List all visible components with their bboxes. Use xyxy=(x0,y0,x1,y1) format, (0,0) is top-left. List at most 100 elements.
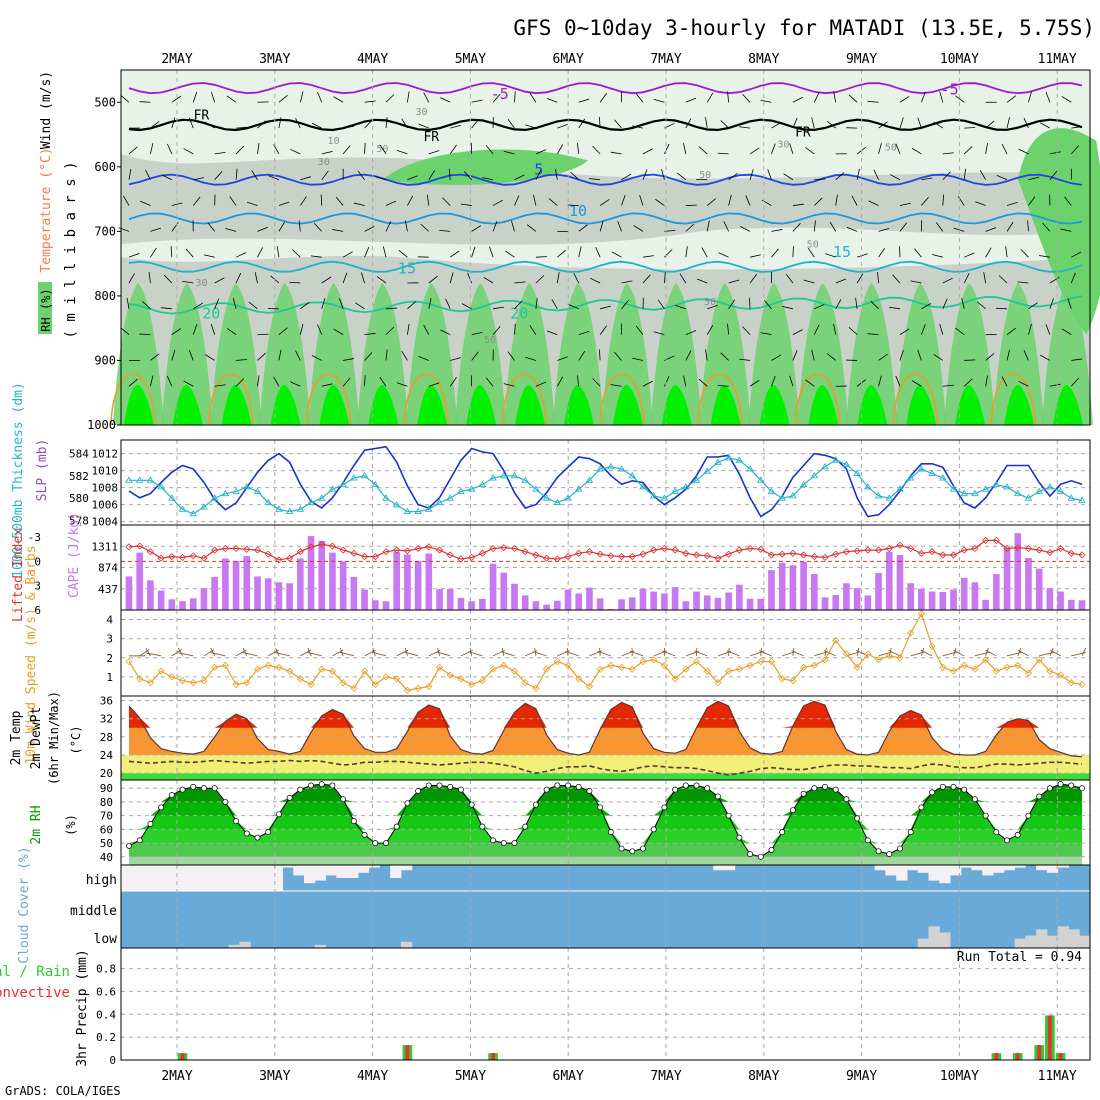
li-point xyxy=(146,548,154,556)
upper-wind-barb xyxy=(1001,376,1008,387)
upper-wind-barb xyxy=(749,273,757,284)
li-point xyxy=(189,552,197,560)
wind-speed-point xyxy=(1003,663,1011,671)
upper-wind-barb xyxy=(617,220,622,232)
high-cloud-cell xyxy=(993,865,1005,873)
upper-wind-barb xyxy=(463,171,472,180)
rh-saturated-patch xyxy=(417,385,448,425)
upper-wind-barb xyxy=(192,91,198,103)
upper-wind-barb xyxy=(467,272,473,284)
cape-bar xyxy=(157,590,165,610)
upper-wind-barb xyxy=(1006,349,1010,361)
upper-wind-barb xyxy=(1040,122,1051,129)
warm-contour xyxy=(110,373,156,426)
upper-wind-barb xyxy=(749,169,754,180)
upper-wind-barb xyxy=(449,144,457,155)
upper-wind-barb xyxy=(1027,220,1029,232)
high-cloud-cell xyxy=(874,865,886,871)
high-cloud-cell xyxy=(271,865,283,891)
wind-speed-point xyxy=(457,675,465,683)
upper-wind-barb xyxy=(764,300,772,310)
upper-wind-barb xyxy=(635,325,644,335)
rh2m-point xyxy=(329,782,336,789)
isotherm-label: FR xyxy=(795,125,811,140)
li-point xyxy=(468,553,476,561)
wind-speed-point xyxy=(949,667,958,675)
upper-wind-barb xyxy=(557,356,568,361)
rh-contour-label: 30 xyxy=(777,139,789,150)
upper-wind-barb xyxy=(188,350,194,361)
thickness-point xyxy=(906,474,915,481)
upper-wind-barb xyxy=(1049,151,1061,155)
upper-wind-barb xyxy=(1049,276,1060,284)
low-cloud-cell xyxy=(1057,926,1069,948)
upper-wind-barb xyxy=(128,146,138,155)
upper-wind-barb xyxy=(505,250,515,258)
high-cloud-cell xyxy=(917,865,929,873)
upper-wind-barb xyxy=(514,91,516,103)
cape-bar xyxy=(853,588,861,610)
upper-wind-barb xyxy=(526,224,537,232)
wind-speed-point xyxy=(350,684,358,692)
cape-tick-label: 437 xyxy=(98,583,118,596)
slp-tick-label: 1012 xyxy=(92,448,119,461)
upper-wind-barb xyxy=(163,274,173,284)
upper-wind-barb xyxy=(979,170,986,180)
thickness-point xyxy=(714,458,722,465)
temp-area xyxy=(129,701,1082,756)
upper-wind-barb xyxy=(353,202,365,206)
upper-wind-barb xyxy=(407,195,414,206)
thickness-point xyxy=(585,476,594,483)
rh2m-point xyxy=(618,845,625,852)
rh-moist-patch xyxy=(846,283,898,425)
upper-wind-barb xyxy=(268,175,280,181)
upper-wind-barb xyxy=(683,143,687,154)
warm-contour xyxy=(696,373,743,426)
wind-speed-point xyxy=(896,654,904,662)
upper-wind-barb xyxy=(232,298,237,309)
warm-contour xyxy=(599,373,645,426)
top-date-label: 5MAY xyxy=(455,52,486,67)
li-point xyxy=(725,550,733,558)
upper-wind-barb xyxy=(503,383,515,387)
thickness-point xyxy=(135,476,144,483)
temp-hot-area xyxy=(129,701,1082,728)
upper-wind-barb xyxy=(254,272,258,284)
upper-wind-barb xyxy=(955,327,965,335)
li-point xyxy=(435,546,444,554)
rh2m-point xyxy=(982,812,989,819)
dewpoint-axis-label: 2m DewPt xyxy=(29,707,44,770)
rh2m-point xyxy=(457,786,464,793)
upper-wind-barb xyxy=(917,117,922,129)
upper-wind-barb xyxy=(214,277,225,284)
rh-saturated-patch xyxy=(955,385,986,425)
isotherm-label: 20 xyxy=(510,305,528,323)
high-cloud-cell xyxy=(174,865,187,891)
cape-bar xyxy=(211,576,218,610)
upper-wind-barb xyxy=(1006,117,1010,129)
surface-wind-barb xyxy=(371,651,387,657)
bottom-date-label: 7MAY xyxy=(650,1069,681,1084)
wind-speed-point xyxy=(960,661,968,669)
rh-contour-label: 30 xyxy=(318,157,330,168)
cape-bar xyxy=(703,595,711,610)
isotherm-10 xyxy=(128,212,1083,225)
bottom-date-label: 11MAY xyxy=(1038,1069,1077,1084)
li-tick-label: 0 xyxy=(34,555,41,568)
thickness-point xyxy=(317,494,326,501)
rh2m-point xyxy=(275,811,282,818)
upper-wind-barb xyxy=(546,98,558,103)
rh-moist-patch xyxy=(552,283,604,425)
li-point xyxy=(617,553,626,561)
rh2m-point xyxy=(522,823,529,830)
upper-wind-barb xyxy=(698,146,708,155)
upper-wind-barb xyxy=(998,275,1008,284)
rh2m-point xyxy=(672,786,679,793)
upper-wind-barb xyxy=(483,276,494,284)
li-point xyxy=(532,551,540,559)
upper-wind-barb xyxy=(985,375,988,387)
upper-wind-barb xyxy=(578,98,590,103)
temp-tick-label: 32 xyxy=(100,713,113,726)
upper-wind-barb xyxy=(942,298,948,309)
